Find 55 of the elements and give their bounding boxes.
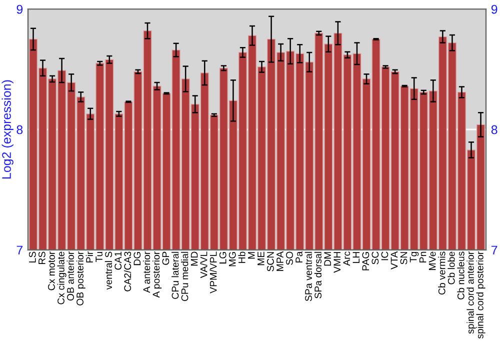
- x-tick-label: A anterior: [142, 251, 150, 293]
- x-tick-label: VA/VL: [200, 252, 208, 278]
- x-tick-label: SN: [400, 252, 408, 264]
- x-tick-label: VMH: [334, 252, 340, 273]
- x-tick-label: DM: [324, 252, 331, 266]
- x-tick-label: Tg: [410, 252, 419, 262]
- x-tick-label: MG: [228, 252, 236, 266]
- x-tick-label: M: [248, 252, 255, 259]
- x-tick-label: SPa dorsal: [314, 252, 322, 298]
- x-tick-label: Pa: [296, 251, 302, 262]
- y-tick-label: 7: [16, 246, 23, 254]
- x-tick-label: Cb lobe: [448, 252, 455, 284]
- x-tick-label: ventral S: [104, 252, 112, 290]
- x-tick-label: OB posterior: [76, 251, 86, 306]
- x-tick-label: SC: [372, 252, 379, 264]
- x-tick-label: SO: [286, 252, 293, 265]
- x-tick-label: IC: [381, 252, 388, 260]
- x-tick-label: ME: [258, 252, 264, 266]
- x-tick-label: spinal cord anterior: [466, 251, 476, 334]
- x-tick-label: Arc: [343, 252, 350, 266]
- x-tick-label: DG: [134, 252, 141, 266]
- y2-tick-label: 9: [491, 4, 498, 14]
- x-tick-label: CPu lateral: [172, 252, 179, 299]
- x-tick-label: CA2/CA3: [124, 252, 132, 292]
- x-tick-label: OB anterior: [66, 251, 74, 301]
- x-tick-label: VTA: [390, 251, 398, 270]
- x-tick-label: MD: [190, 252, 198, 266]
- x-tick-label: LS: [28, 252, 36, 262]
- x-tick-label: Tu: [96, 252, 102, 262]
- x-tick-label: PAG: [362, 252, 370, 270]
- x-tick-label: spinal cord posterior: [476, 251, 486, 339]
- x-tick-label: CA1: [114, 252, 122, 270]
- y-axis-title: Log2 (expression): [2, 80, 14, 178]
- y-tick-label: 8: [16, 125, 23, 134]
- x-tick-label: SCN: [267, 252, 274, 272]
- x-tick-label: Pir: [86, 251, 93, 262]
- x-tick-label: MPA: [276, 251, 284, 271]
- y2-tick-label: 7: [492, 246, 498, 254]
- x-tick-label: SPa ventral: [304, 252, 312, 302]
- x-tick-label: Pn: [419, 252, 426, 262]
- x-tick-label: LG: [219, 252, 226, 264]
- x-tick-label: LH: [352, 252, 360, 263]
- x-tick-label: VPM/VPL: [210, 252, 217, 294]
- x-tick-label: Cb vermis: [438, 252, 446, 295]
- y-tick-label: 9: [16, 4, 23, 14]
- x-tick-label: Cx motor: [48, 251, 55, 290]
- x-tick-label: GP: [162, 252, 170, 265]
- x-tick-label: MVe: [428, 252, 436, 270]
- x-tick-label: CPu medial: [181, 252, 188, 302]
- x-tick-label: Hb: [238, 252, 246, 263]
- x-tick-label: Cx cingulate: [57, 252, 66, 304]
- y2-tick-label: 8: [491, 125, 498, 134]
- x-tick-label: Cb nucleus: [457, 252, 464, 300]
- x-tick-label: A posterior: [152, 251, 162, 298]
- x-tick-label: RS: [38, 252, 46, 264]
